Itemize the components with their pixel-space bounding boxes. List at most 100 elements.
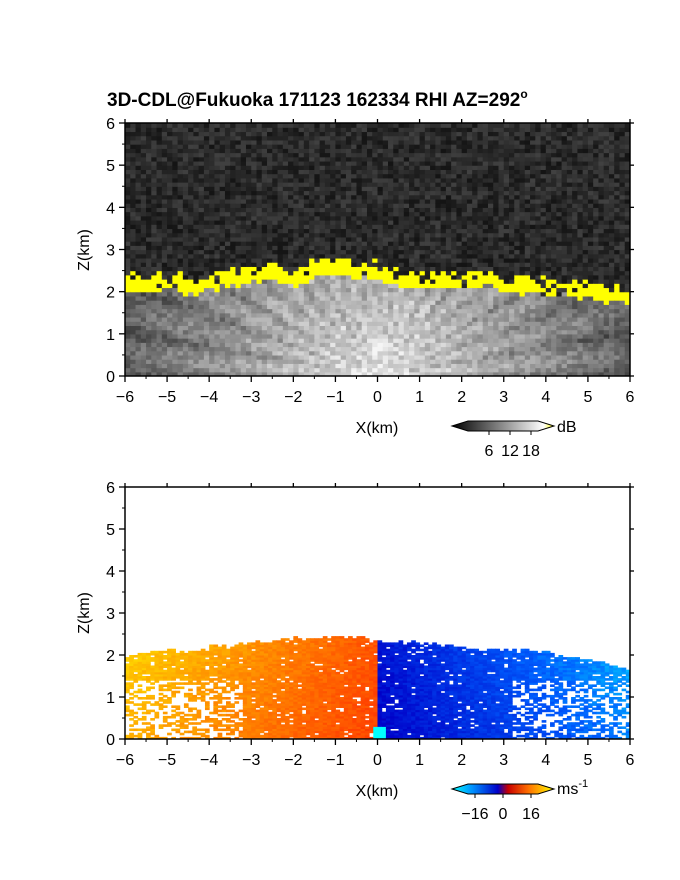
backscatter-cell <box>177 203 184 208</box>
backscatter-cell <box>288 232 294 238</box>
backscatter-cell <box>335 363 342 369</box>
backscatter-cell <box>372 329 379 335</box>
backscatter-cell <box>256 123 263 128</box>
backscatter-cell <box>151 295 158 301</box>
backscatter-cell <box>245 144 252 149</box>
backscatter-cell <box>198 321 205 326</box>
backscatter-cell <box>135 338 142 343</box>
backscatter-cell <box>366 367 373 373</box>
backscatter-cell <box>409 211 415 217</box>
backscatter-cell <box>356 371 363 376</box>
backscatter-cell <box>451 329 458 335</box>
backscatter-cell <box>545 219 552 225</box>
backscatter-cell <box>472 245 479 251</box>
backscatter-cell <box>493 287 500 293</box>
backscatter-cell <box>493 144 500 149</box>
backscatter-cell <box>230 207 237 213</box>
backscatter-cell <box>414 291 421 297</box>
backscatter-cell <box>377 342 384 348</box>
backscatter-cell <box>209 198 216 204</box>
backscatter-cell <box>514 177 521 183</box>
backscatter-cell <box>345 342 352 348</box>
backscatter-cell <box>530 333 536 339</box>
backscatter-cell <box>519 371 526 376</box>
backscatter-cell <box>230 354 237 360</box>
backscatter-cell <box>477 316 484 322</box>
backscatter-cell <box>340 359 347 364</box>
backscatter-cell <box>419 329 426 335</box>
backscatter-cell <box>256 329 263 335</box>
backscatter-cell <box>366 211 373 217</box>
backscatter-cell <box>140 342 147 348</box>
backscatter-cell <box>251 215 258 221</box>
backscatter-cell <box>267 219 273 225</box>
backscatter-cell <box>251 207 258 213</box>
backscatter-cell <box>356 350 363 356</box>
backscatter-cell <box>372 279 379 284</box>
backscatter-cell <box>214 295 221 301</box>
backscatter-cell <box>487 144 494 149</box>
backscatter-cell <box>188 139 194 145</box>
backscatter-cell <box>251 338 258 343</box>
backscatter-cell <box>435 135 442 141</box>
backscatter-cell <box>382 291 389 297</box>
backscatter-cell <box>324 270 331 276</box>
backscatter-cell <box>209 245 216 251</box>
backscatter-cell <box>140 245 147 251</box>
backscatter-cell <box>551 274 557 280</box>
backscatter-cell <box>430 203 436 208</box>
backscatter-cell <box>345 177 352 183</box>
backscatter-cell <box>356 354 363 360</box>
backscatter-cell <box>430 354 436 360</box>
backscatter-cell <box>482 144 489 149</box>
backscatter-cell <box>451 219 458 225</box>
backscatter-cell <box>382 211 389 217</box>
backscatter-cell <box>414 160 421 166</box>
backscatter-cell <box>388 203 394 208</box>
backscatter-cell <box>261 219 268 225</box>
backscatter-cell <box>409 312 415 318</box>
backscatter-cell <box>540 321 547 326</box>
backscatter-cell <box>530 342 536 348</box>
backscatter-cell <box>172 224 179 230</box>
backscatter-cell <box>556 228 563 234</box>
backscatter-cell <box>403 215 410 221</box>
backscatter-cell <box>440 333 447 339</box>
backscatter-cell <box>172 350 179 356</box>
backscatter-cell <box>230 236 237 242</box>
backscatter-cell <box>345 359 352 364</box>
backscatter-cell <box>535 308 542 314</box>
backscatter-cell <box>188 291 194 297</box>
backscatter-cell <box>245 342 252 348</box>
backscatter-cell <box>493 295 500 301</box>
backscatter-cell <box>440 215 447 221</box>
backscatter-cell <box>151 215 158 221</box>
backscatter-cell <box>540 262 547 267</box>
backscatter-cell <box>130 308 137 314</box>
backscatter-cell <box>366 253 373 259</box>
backscatter-cell <box>130 350 137 356</box>
backscatter-cell <box>424 316 431 322</box>
backscatter-cell <box>219 186 226 192</box>
backscatter-cell <box>419 257 426 263</box>
backscatter-cell <box>503 359 510 364</box>
backscatter-cell <box>203 135 210 141</box>
backscatter-cell <box>256 215 263 221</box>
backscatter-cell <box>277 224 284 230</box>
backscatter-cell <box>414 338 421 343</box>
backscatter-cell <box>540 338 547 343</box>
backscatter-cell <box>167 359 173 364</box>
backscatter-cell <box>130 207 137 213</box>
backscatter-cell <box>403 367 410 373</box>
backscatter-cell <box>377 156 384 162</box>
backscatter-cell <box>224 363 231 369</box>
backscatter-cell <box>430 144 436 149</box>
backscatter-cell <box>361 350 368 356</box>
backscatter-cell <box>456 342 463 348</box>
backscatter-cell <box>193 211 200 217</box>
backscatter-cell <box>251 253 258 259</box>
backscatter-cell <box>324 333 331 339</box>
backscatter-cell <box>188 253 194 259</box>
backscatter-cell <box>172 236 179 242</box>
backscatter-cell <box>466 165 473 170</box>
